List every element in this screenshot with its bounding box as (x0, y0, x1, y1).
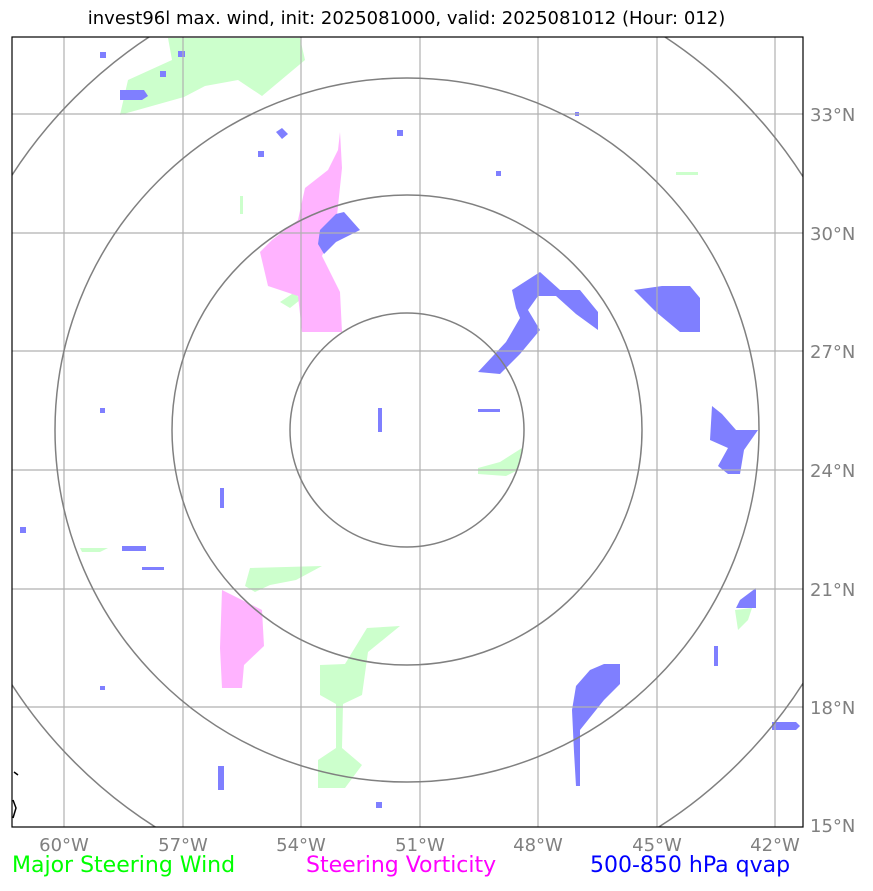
map-title: invest96l max. wind, init: 2025081000, v… (87, 8, 726, 29)
lat-tick-24n: 24°N (810, 461, 855, 482)
lat-tick-27n: 27°N (810, 342, 855, 363)
legend-qvap: 500-850 hPa qvap (590, 853, 791, 878)
qvap-areas (20, 51, 800, 808)
lat-tick-18n: 18°N (810, 698, 855, 719)
lon-tick-57w: 57°W (158, 835, 208, 856)
lon-tick-60w: 60°W (39, 835, 89, 856)
latitude-ticks: 33°N 30°N 27°N 24°N 21°N 18°N 15°N (810, 105, 855, 837)
lat-tick-15n: 15°N (810, 816, 855, 837)
lat-tick-30n: 30°N (810, 224, 855, 245)
lon-tick-48w: 48°W (513, 835, 563, 856)
steering-vorticity-areas (220, 132, 342, 688)
lon-tick-54w: 54°W (276, 835, 326, 856)
graticule (12, 37, 803, 827)
lat-tick-21n: 21°N (810, 580, 855, 601)
longitude-ticks: 60°W 57°W 54°W 51°W 48°W 45°W 42°W (39, 835, 800, 856)
legend-steering-vorticity: Steering Vorticity (306, 853, 497, 878)
lon-tick-51w: 51°W (395, 835, 445, 856)
coastline (12, 771, 19, 819)
steering-wind-areas (80, 38, 752, 788)
lon-tick-42w: 42°W (750, 835, 800, 856)
lat-tick-33n: 33°N (810, 105, 855, 126)
legend-steering-wind: Major Steering Wind (12, 853, 236, 878)
lon-tick-45w: 45°W (632, 835, 682, 856)
map-frame (11, 36, 804, 828)
